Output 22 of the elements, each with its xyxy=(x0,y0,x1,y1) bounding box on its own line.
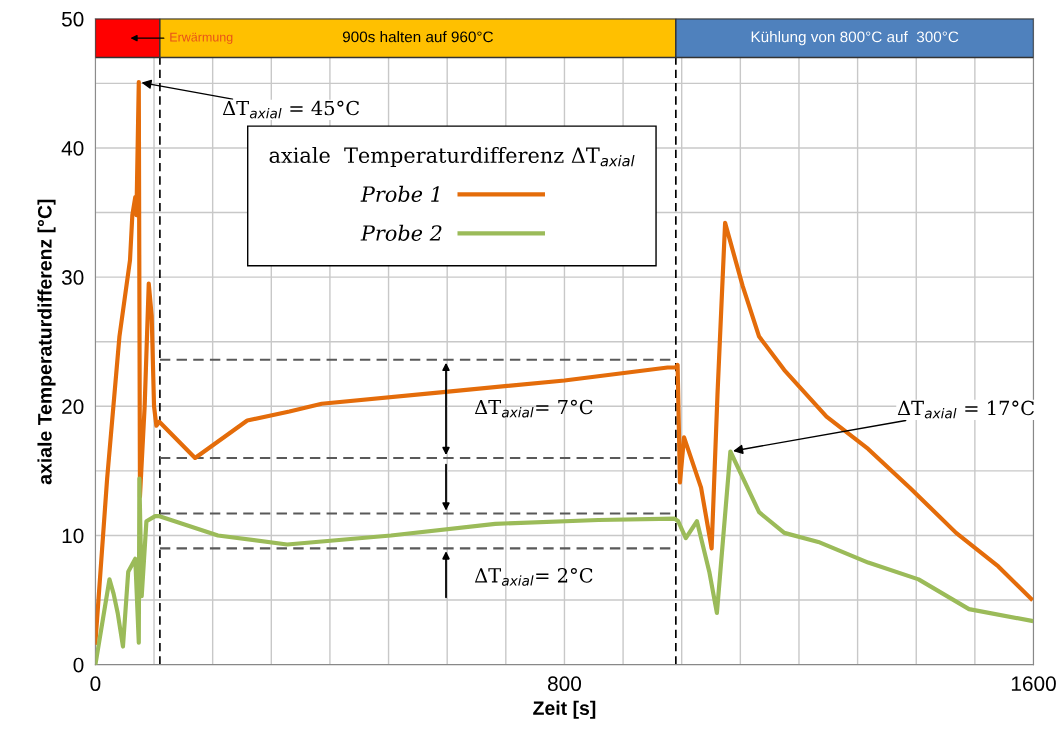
annotation: ΔT$_{axial}$ = 45°C xyxy=(222,100,359,119)
y-tick-label: 30 xyxy=(61,270,84,285)
annotation: ΔT$_{axial}$= 2°C xyxy=(474,567,593,586)
annotation: ΔT$_{axial}$ = 17°C xyxy=(897,400,1034,419)
y-tick-label: 20 xyxy=(62,399,84,415)
legend-label: Probe 1 xyxy=(360,185,439,202)
x-axis-title: Zeit [s] xyxy=(533,700,596,719)
band-label: 900s halten auf 960°C xyxy=(342,31,493,43)
legend-title: axiale Temperaturdifferenz ΔT$_{axial}$ xyxy=(269,146,635,168)
annotation: ΔT$_{axial}$= 7°C xyxy=(474,399,593,418)
y-tick-label: 10 xyxy=(62,528,84,544)
legend-label: Probe 2 xyxy=(360,224,442,241)
line-series xyxy=(95,79,1034,645)
band-label: Kühlung von 800°C auf 300°C xyxy=(751,31,959,46)
y-tick-label: 50 xyxy=(61,11,84,27)
x-tick-label: 800 xyxy=(547,676,582,692)
y-axis-title: axiale Temperaturdifferenz [°C] xyxy=(37,199,56,485)
x-tick-label: 1600 xyxy=(1011,676,1056,692)
y-tick-label: 0 xyxy=(73,657,84,673)
band-label: Erwärmung xyxy=(170,32,233,44)
y-tick-label: 40 xyxy=(61,140,84,156)
x-tick-label: 0 xyxy=(90,676,101,692)
